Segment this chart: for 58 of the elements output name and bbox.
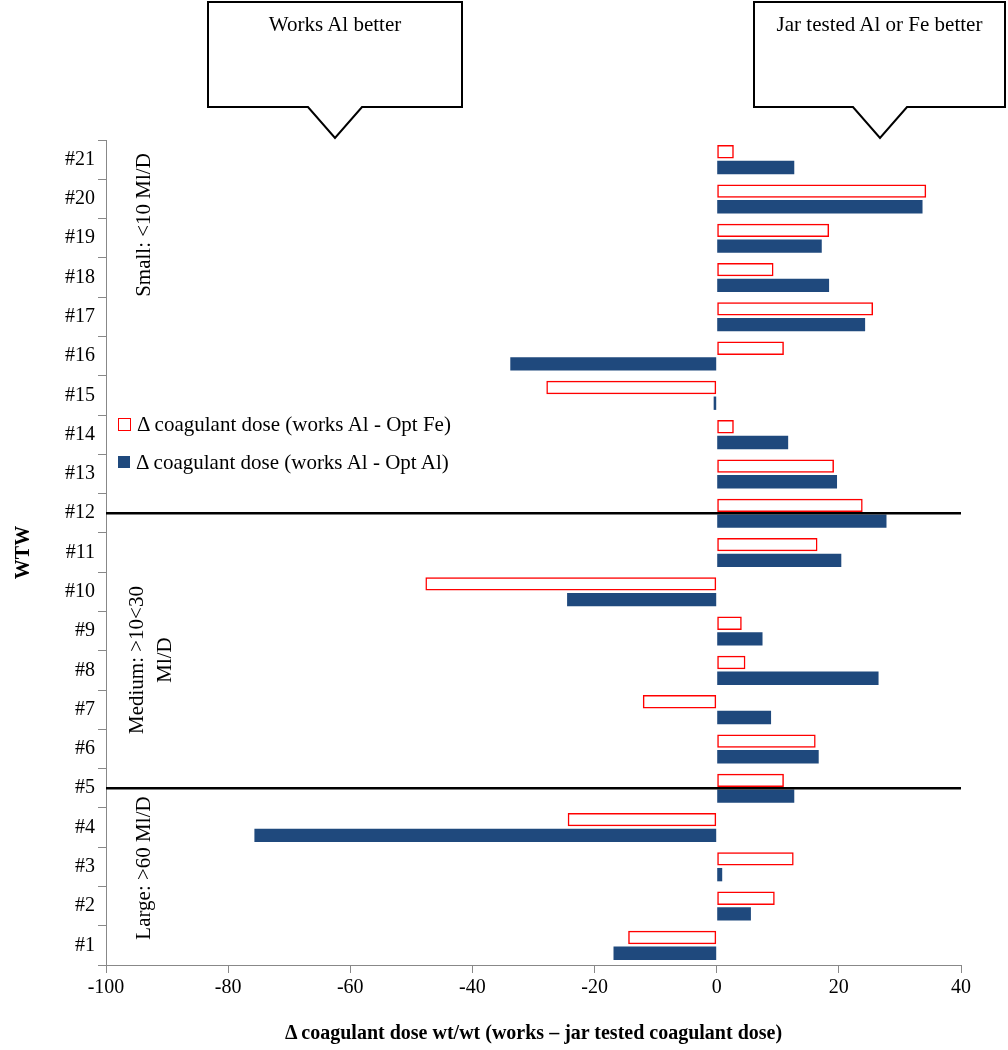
x-tick-label: -40 <box>459 975 486 998</box>
bar <box>717 907 751 921</box>
bar <box>717 632 763 646</box>
bar <box>717 710 772 725</box>
y-tick-label: #21 <box>65 146 95 169</box>
annotation: Large: >60 Ml/D <box>130 795 156 942</box>
x-tick-label: 40 <box>951 975 971 998</box>
y-tick-label: #20 <box>65 186 95 209</box>
bar <box>717 239 822 253</box>
annotation: Small: <10 Ml/D <box>130 152 156 299</box>
bar <box>717 278 830 293</box>
bar <box>717 789 795 803</box>
bar <box>567 592 717 607</box>
text: Jar tested Al or Fe better <box>775 11 984 38</box>
y-tick-label: #4 <box>75 814 95 837</box>
y-tick-label: #10 <box>65 579 95 602</box>
bar <box>254 828 717 843</box>
y-axis-title: WTW <box>11 525 34 580</box>
text: Works Al better <box>267 11 403 38</box>
y-tick-label: #7 <box>75 696 95 719</box>
y-tick-label: #2 <box>75 893 95 916</box>
bar <box>613 946 717 960</box>
bar <box>510 357 717 371</box>
x-tick-label: -20 <box>581 975 608 998</box>
x-tick-label: -80 <box>214 975 242 998</box>
y-tick-label: #17 <box>65 304 95 327</box>
bar <box>717 317 866 332</box>
y-tick-label: #15 <box>65 382 95 405</box>
bar <box>717 160 795 175</box>
legend-label: Δ coagulant dose (works Al - Opt Al) <box>136 449 449 475</box>
annotation: Medium: >10<30 Ml/D <box>123 585 177 736</box>
y-tick-label: #3 <box>75 854 95 877</box>
y-tick-label: #13 <box>65 461 95 484</box>
y-tick-label: #1 <box>75 932 95 955</box>
y-tick-label: #11 <box>65 539 95 562</box>
y-tick-label: #18 <box>65 264 95 287</box>
bar <box>717 750 819 764</box>
x-tick-label: -100 <box>87 975 125 998</box>
y-tick-label: #12 <box>65 500 95 523</box>
bar <box>717 553 842 568</box>
bar <box>717 435 789 450</box>
x-tick-label: 20 <box>828 975 849 998</box>
y-tick-label: #9 <box>75 618 95 641</box>
legend-label: Δ coagulant dose (works Al - Opt Fe) <box>137 411 451 437</box>
bar <box>717 867 723 882</box>
y-tick-label: #5 <box>75 775 95 798</box>
x-axis-title: Δ coagulant dose wt/wt (works – jar tested coagulant dose) <box>284 1021 783 1045</box>
bar <box>717 671 879 685</box>
bar <box>717 200 923 214</box>
x-tick-label: -60 <box>336 975 364 998</box>
x-tick-label: 0 <box>711 975 722 998</box>
bar <box>717 475 838 489</box>
y-tick-label: #8 <box>75 657 95 680</box>
y-tick-label: #6 <box>75 736 95 759</box>
y-tick-label: #19 <box>65 225 95 248</box>
bar <box>717 514 887 528</box>
y-tick-label: #16 <box>65 343 95 366</box>
y-tick-label: #14 <box>65 421 95 444</box>
